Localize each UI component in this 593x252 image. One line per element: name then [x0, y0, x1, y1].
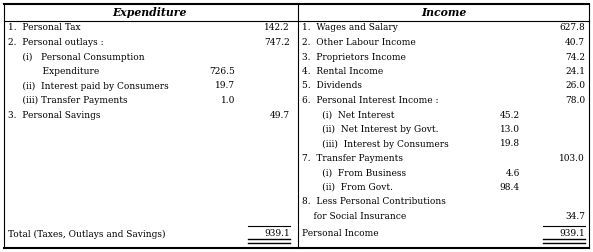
Text: 40.7: 40.7: [565, 38, 585, 47]
Text: 4.  Rental Income: 4. Rental Income: [302, 67, 383, 76]
Text: 3.  Personal Savings: 3. Personal Savings: [8, 110, 100, 119]
Text: 5.  Dividends: 5. Dividends: [302, 81, 362, 90]
Text: (i)  Net Interest: (i) Net Interest: [302, 110, 394, 119]
Text: 103.0: 103.0: [559, 154, 585, 163]
Text: Expenditure: Expenditure: [112, 7, 186, 18]
Text: for Social Insurance: for Social Insurance: [302, 212, 406, 221]
Text: 13.0: 13.0: [500, 125, 520, 134]
Text: (ii)  From Govt.: (ii) From Govt.: [302, 183, 393, 192]
Text: 4.6: 4.6: [506, 169, 520, 177]
Text: 19.8: 19.8: [500, 140, 520, 148]
Text: 2.  Other Labour Income: 2. Other Labour Income: [302, 38, 416, 47]
Text: 3.  Proprietors Income: 3. Proprietors Income: [302, 52, 406, 61]
Text: (iii) Transfer Payments: (iii) Transfer Payments: [8, 96, 127, 105]
Text: (iii)  Interest by Consumers: (iii) Interest by Consumers: [302, 139, 449, 149]
Text: 19.7: 19.7: [215, 81, 235, 90]
Text: Income: Income: [421, 7, 466, 18]
Text: 1.0: 1.0: [221, 96, 235, 105]
Text: 74.2: 74.2: [565, 52, 585, 61]
Text: 49.7: 49.7: [270, 110, 290, 119]
Text: 45.2: 45.2: [500, 110, 520, 119]
Text: 1.  Personal Tax: 1. Personal Tax: [8, 23, 81, 33]
Text: 78.0: 78.0: [565, 96, 585, 105]
Text: 142.2: 142.2: [264, 23, 290, 33]
Text: 6.  Personal Interest Income :: 6. Personal Interest Income :: [302, 96, 438, 105]
Text: (ii)  Net Interest by Govt.: (ii) Net Interest by Govt.: [302, 125, 438, 134]
Text: Expenditure: Expenditure: [8, 67, 99, 76]
Text: 24.1: 24.1: [565, 67, 585, 76]
Text: 939.1: 939.1: [559, 230, 585, 238]
Text: Personal Income: Personal Income: [302, 230, 378, 238]
Text: 34.7: 34.7: [565, 212, 585, 221]
Text: 726.5: 726.5: [209, 67, 235, 76]
Text: Total (Taxes, Outlays and Savings): Total (Taxes, Outlays and Savings): [8, 229, 165, 239]
Text: 7.  Transfer Payments: 7. Transfer Payments: [302, 154, 403, 163]
Text: 627.8: 627.8: [559, 23, 585, 33]
Text: 1.  Wages and Salary: 1. Wages and Salary: [302, 23, 398, 33]
Text: 747.2: 747.2: [264, 38, 290, 47]
Text: (i)   Personal Consumption: (i) Personal Consumption: [8, 52, 145, 61]
Text: 8.  Less Personal Contributions: 8. Less Personal Contributions: [302, 198, 446, 206]
Text: (ii)  Interest paid by Consumers: (ii) Interest paid by Consumers: [8, 81, 169, 90]
Text: 939.1: 939.1: [264, 230, 290, 238]
Text: 98.4: 98.4: [500, 183, 520, 192]
Text: (i)  From Business: (i) From Business: [302, 169, 406, 177]
Text: 26.0: 26.0: [565, 81, 585, 90]
Text: 2.  Personal outlays :: 2. Personal outlays :: [8, 38, 104, 47]
